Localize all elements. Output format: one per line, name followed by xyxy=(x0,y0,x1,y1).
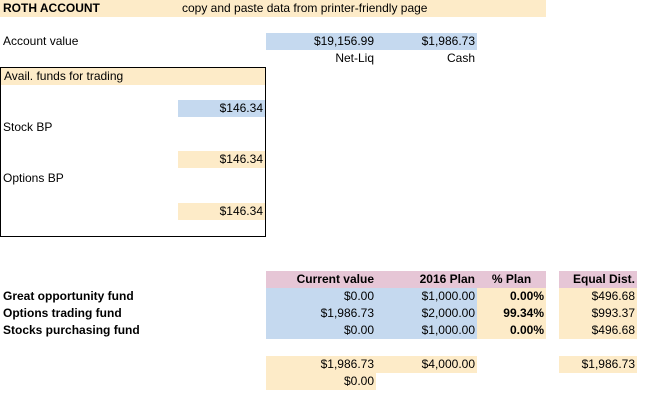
stock-bp-value[interactable]: $146.34 xyxy=(178,151,265,168)
row-stocks-purchasing-equal[interactable]: $496.68 xyxy=(559,322,637,339)
row-great-opportunity-pct[interactable]: 0.00% xyxy=(477,288,546,305)
row-great-opportunity-label: Great opportunity fund xyxy=(3,289,134,303)
row-great-opportunity-equal[interactable]: $496.68 xyxy=(559,288,637,305)
avail-funds-title-cell[interactable]: Avail. funds for trading xyxy=(1,68,265,85)
instruction-cell[interactable]: copy and paste data from printer-friendl… xyxy=(178,0,546,17)
row-options-trading-equal[interactable]: $993.37 xyxy=(559,305,637,322)
row-great-opportunity-plan[interactable]: $1,000.00 xyxy=(376,288,477,305)
row-options-trading-label: Options trading fund xyxy=(3,306,122,320)
net-liq-value[interactable]: $19,156.99 xyxy=(266,33,376,50)
header-current-value[interactable]: Current value xyxy=(266,271,376,288)
row-stocks-purchasing-label: Stocks purchasing fund xyxy=(3,323,140,337)
row-stocks-purchasing-plan[interactable]: $1,000.00 xyxy=(376,322,477,339)
avail-funds-title: Avail. funds for trading xyxy=(4,69,124,83)
header-equal-dist[interactable]: Equal Dist. xyxy=(559,271,637,288)
difference-value[interactable]: $0.00 xyxy=(266,373,376,390)
avail-funds-value-1[interactable]: $146.34 xyxy=(178,100,265,117)
stock-bp-label: Stock BP xyxy=(3,120,53,134)
cash-value[interactable]: $1,986.73 xyxy=(376,33,477,50)
row-stocks-purchasing-pct[interactable]: 0.00% xyxy=(477,322,546,339)
header-2016-plan[interactable]: 2016 Plan xyxy=(376,271,477,288)
avail-funds-box xyxy=(0,67,266,237)
row-options-trading-pct[interactable]: 99.34% xyxy=(477,305,546,322)
total-equal-dist[interactable]: $1,986.73 xyxy=(559,356,637,373)
total-current-value[interactable]: $1,986.73 xyxy=(266,356,376,373)
net-liq-label: Net-Liq xyxy=(335,51,374,65)
options-bp-value[interactable]: $146.34 xyxy=(178,203,265,220)
row-options-trading-current[interactable]: $1,986.73 xyxy=(266,305,376,322)
instruction-text: copy and paste data from printer-friendl… xyxy=(182,1,428,15)
row-great-opportunity-current[interactable]: $0.00 xyxy=(266,288,376,305)
sheet-title: ROTH ACCOUNT xyxy=(3,1,100,15)
row-stocks-purchasing-current[interactable]: $0.00 xyxy=(266,322,376,339)
cash-label: Cash xyxy=(446,51,475,65)
account-value-label: Account value xyxy=(3,34,79,48)
options-bp-label: Options BP xyxy=(3,171,64,185)
sheet-title-cell[interactable]: ROTH ACCOUNT xyxy=(0,0,178,17)
row-options-trading-plan[interactable]: $2,000.00 xyxy=(376,305,477,322)
total-2016-plan[interactable]: $4,000.00 xyxy=(376,356,477,373)
header-pct-plan[interactable]: % Plan xyxy=(477,271,546,288)
